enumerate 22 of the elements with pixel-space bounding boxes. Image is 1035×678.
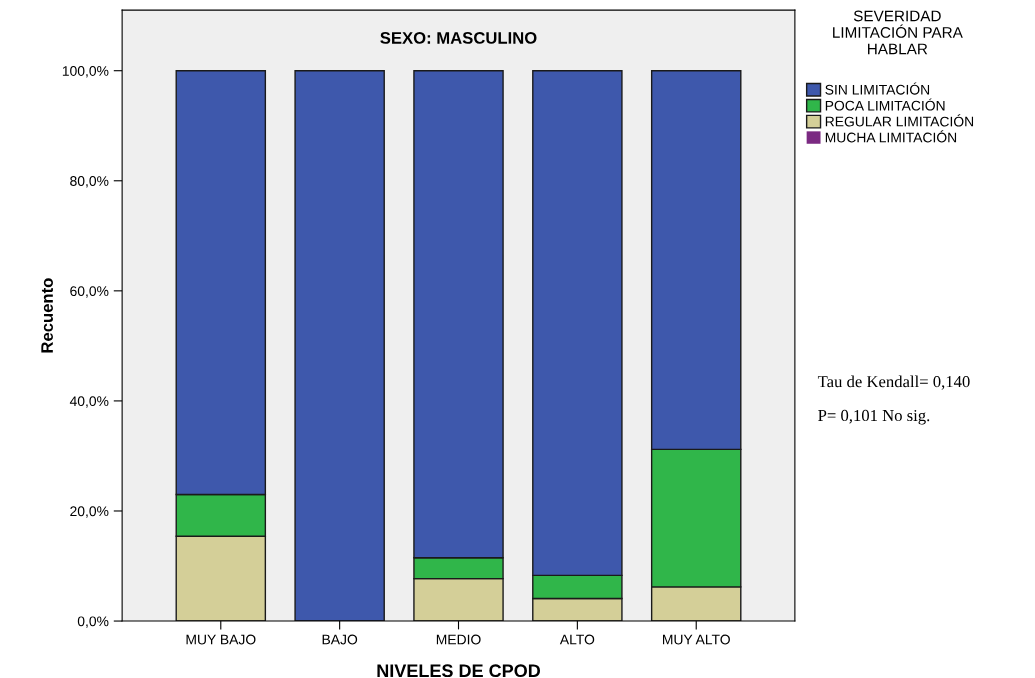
text: SEXO: MASCULINO <box>380 31 537 44</box>
y-tick-label: 100,0% <box>62 66 109 78</box>
x-tick-label: MUY BAJO <box>186 634 256 645</box>
text: P= 0,101 No sig. <box>818 409 930 425</box>
x-tick-label: MUY ALTO <box>663 634 730 645</box>
x-tick-label: MEDIO <box>436 634 481 645</box>
y-tick-label: 60,0% <box>70 286 109 298</box>
x-axis-title: NIVELES DE CPOD <box>377 664 541 678</box>
x-tick-label: BAJO <box>322 634 358 645</box>
y-tick-label: 40,0% <box>69 396 109 408</box>
legend-title: SEVERIDAD LIMITACIÓN PARA HABLAR <box>833 10 963 55</box>
text: Tau de Kendall= 0,140 <box>817 375 970 390</box>
y-tick-label: 20,0% <box>70 506 109 518</box>
legend-label: MUCHA LIMITACIÓN <box>825 130 957 143</box>
y-tick-label: 0,0% <box>77 616 109 628</box>
bar <box>294 70 385 622</box>
x-tick-label: ALTO <box>559 634 595 645</box>
y-tick-label: 80,0% <box>70 176 109 188</box>
legend-label: SIN LIMITACIÓN <box>825 82 930 95</box>
legend-label: POCA LIMITACIÓN <box>825 98 945 111</box>
y-axis-title: Recuento <box>41 278 53 353</box>
legend-label: REGULAR LIMITACIÓN <box>825 114 974 127</box>
